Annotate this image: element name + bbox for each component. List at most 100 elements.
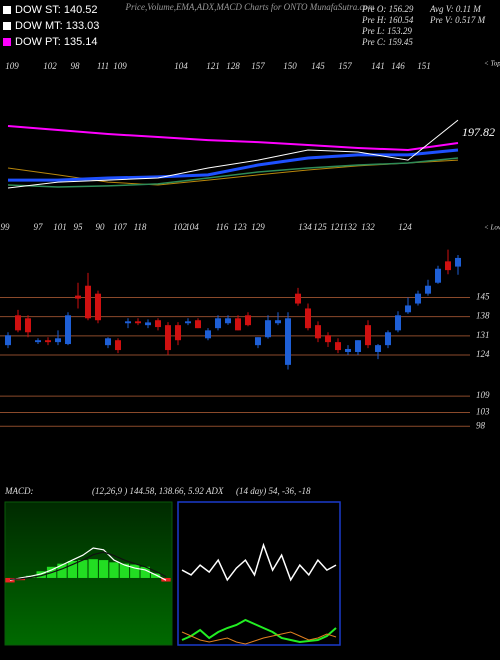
lows-caption: < Lows [484,224,500,232]
candle-body [365,325,371,346]
panel-title: (14 day) 54, -36, -18 [236,486,311,496]
legend-swatch [3,22,11,30]
low-label: 97 [34,222,44,232]
candle-body [135,321,141,324]
series-line [181,542,337,582]
top-label: 145 [311,61,325,71]
candle-body [95,293,101,321]
info-text: Pre O: 156.29 [361,4,414,14]
info-text: Pre L: 153.29 [361,26,412,36]
low-label: 132 [343,222,357,232]
candle-body [385,332,391,346]
histogram-bar [130,564,140,578]
info-text: Pre C: 159.45 [361,37,413,47]
macd-title: MACD: [4,486,34,496]
histogram-bar [140,566,150,578]
top-label: 109 [113,61,127,71]
candle-body [65,315,71,345]
tops-caption: < Tops [484,60,500,68]
candle-body [15,315,21,331]
series-line [181,631,337,645]
info-text: Pre H: 160.54 [361,15,414,25]
top-label: 141 [371,61,385,71]
histogram-bar [109,562,119,578]
candle-body [335,342,341,351]
candle-body [295,293,301,304]
low-label: 104 [185,222,199,232]
candle-body [405,305,411,313]
low-label: 124 [398,222,412,232]
candle-body [55,338,61,343]
price-annotation: 197.82 [462,125,495,139]
low-label: 125 [313,222,327,232]
series-line [7,125,459,152]
top-label: 128 [226,61,240,71]
legend-swatch [3,38,11,46]
candle-body [325,335,331,343]
adx-panel [177,501,341,646]
histogram-bar [88,559,98,578]
candle-body [145,322,151,326]
y-tick-label: 138 [476,311,490,321]
candle-body [125,321,131,324]
candle-body [255,337,261,346]
candle-body [45,340,51,343]
top-label: 151 [417,61,431,71]
top-label: 98 [71,61,81,71]
candle-body [175,325,181,341]
low-label: 107 [113,222,127,232]
histogram-bar [150,573,161,578]
histogram-bar [26,575,36,578]
top-label: 111 [97,61,109,71]
candle-body [455,257,461,267]
legend-label: DOW PT: 135.14 [15,36,98,48]
candle-body [355,340,361,352]
candle-body [85,285,91,319]
series-line [7,119,459,189]
info-text: Avg V: 0.11 M [429,4,481,14]
series-line [181,618,337,644]
low-label: 123 [233,222,247,232]
candle-body [225,318,231,324]
low-label: 116 [216,222,229,232]
candle-body [265,320,271,338]
series-line [9,547,167,581]
histogram-bar [57,563,67,578]
macd-subtitle: (12,26,9 ) 144.58, 138.66, 5.92 ADX [92,486,224,496]
top-label: 104 [174,61,188,71]
candle-body [195,320,201,329]
candle-body [215,318,221,329]
low-label: 102 [173,222,187,232]
histogram-bar [67,560,78,578]
candle-body [445,261,451,271]
candle-body [245,315,251,326]
low-label: 132 [361,222,375,232]
candle-body [375,345,381,352]
candle-body [25,318,31,333]
low-label: 129 [251,222,265,232]
candle-body [165,325,171,351]
y-tick-label: 109 [476,390,490,400]
candle-body [115,340,121,351]
candle-body [415,293,421,304]
candle-body [155,320,161,328]
top-label: 109 [5,61,19,71]
histogram-bar [78,560,88,578]
series-line [9,551,167,580]
candle-body [35,340,41,343]
y-tick-label: 103 [476,407,490,417]
legend-label: DOW MT: 133.03 [15,20,99,32]
candle-body [75,295,81,299]
candle-body [395,315,401,331]
low-label: 121 [330,222,344,232]
histogram-bar [98,560,109,578]
candle-body [425,285,431,294]
top-label: 146 [391,61,405,71]
y-tick-label: 124 [476,349,490,359]
y-tick-label: 98 [476,420,486,430]
candle-body [345,348,351,352]
low-label: 95 [74,222,84,232]
top-label: 121 [206,61,220,71]
top-label: 102 [43,61,57,71]
